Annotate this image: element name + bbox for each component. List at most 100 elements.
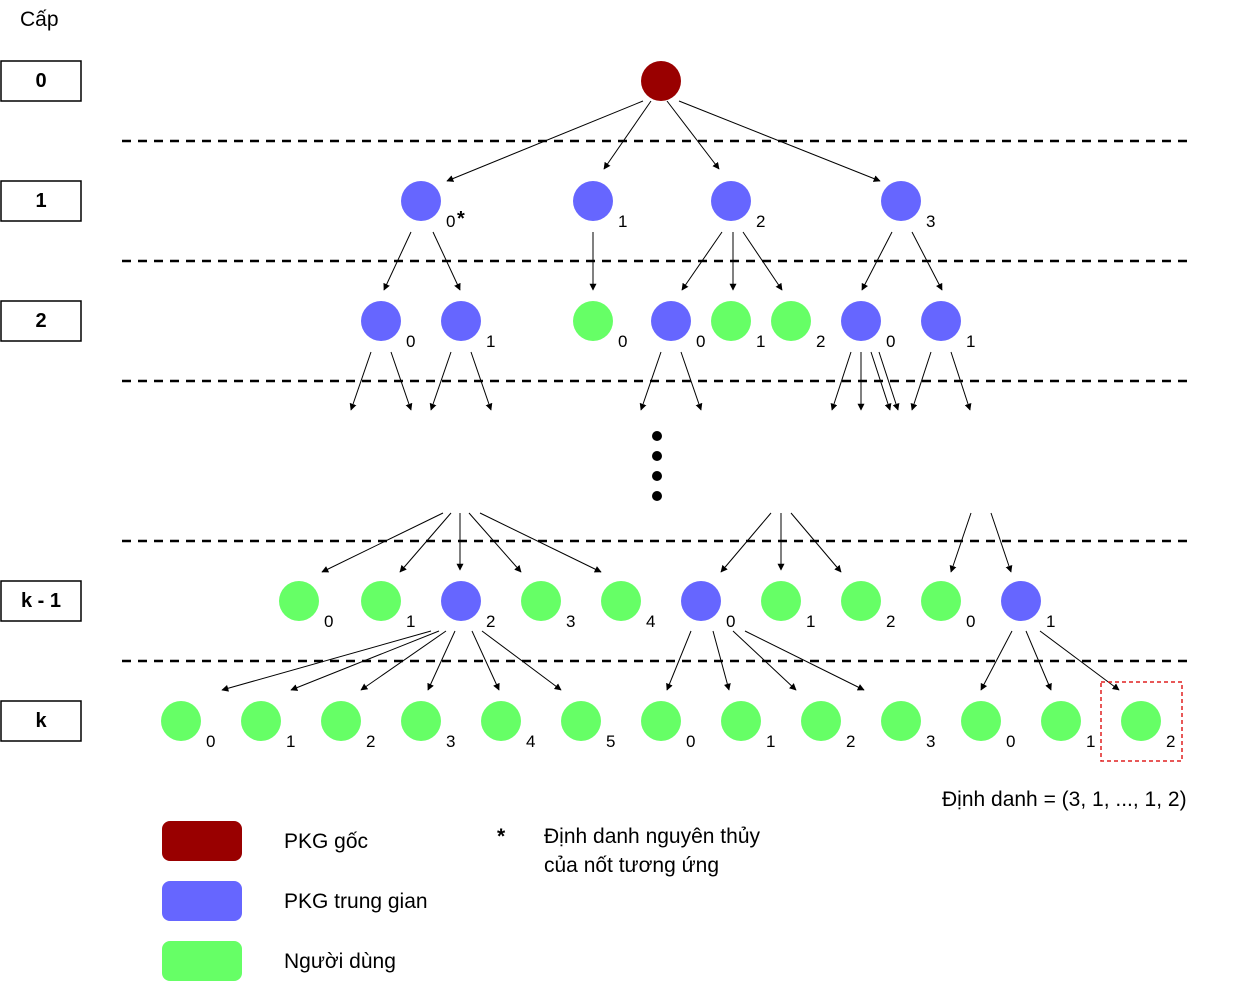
level-k-node bbox=[961, 701, 1001, 741]
level-k-minus-1-node bbox=[681, 581, 721, 621]
edge-arrow bbox=[290, 630, 440, 691]
level-k-minus-1-node bbox=[1001, 581, 1041, 621]
edge-arrow bbox=[911, 231, 943, 291]
legend-root-label: PKG gốc bbox=[284, 830, 368, 853]
level-heading: Cấp bbox=[20, 8, 59, 31]
level2-node-index: 0 bbox=[406, 332, 415, 351]
edge-arrow bbox=[429, 351, 452, 411]
edge-arrow bbox=[990, 512, 1013, 573]
level-k-node bbox=[801, 701, 841, 741]
level1-node-index: 3 bbox=[926, 212, 935, 231]
footnote-mark: * bbox=[497, 825, 506, 848]
identifier-text: Định danh = (3, 1, ..., 1, 2) bbox=[942, 788, 1187, 811]
level2-node-index: 1 bbox=[756, 332, 765, 351]
footnote-line-2: của nốt tương ứng bbox=[544, 854, 719, 877]
level-k-node bbox=[641, 701, 681, 741]
level-label-0: 0 bbox=[0, 60, 82, 102]
edge-arrow bbox=[861, 231, 893, 291]
level1-node bbox=[401, 181, 441, 221]
level-k-minus-1-node-index: 1 bbox=[1046, 612, 1055, 631]
level-k-node-index: 0 bbox=[686, 732, 695, 751]
level-label-2: 2 bbox=[0, 300, 82, 342]
edge-arrow bbox=[980, 630, 1013, 691]
level-k-node bbox=[241, 701, 281, 741]
edge-arrow bbox=[732, 630, 797, 691]
level2-node bbox=[441, 301, 481, 341]
legend-intermediate-swatch bbox=[162, 881, 242, 921]
edge-arrow bbox=[470, 351, 493, 411]
level-k-node bbox=[1041, 701, 1081, 741]
edge-arrow bbox=[479, 512, 602, 573]
level-k-minus-1-node bbox=[361, 581, 401, 621]
highlight-box bbox=[1100, 681, 1183, 762]
edge-arrow bbox=[360, 630, 447, 691]
edge-arrow bbox=[432, 231, 461, 291]
level-k-minus-1-node-index: 2 bbox=[486, 612, 495, 631]
legend-user-label: Người dùng bbox=[284, 950, 396, 973]
edge-arrow bbox=[221, 630, 432, 692]
edge-arrow bbox=[603, 100, 652, 170]
level-k-minus-1-node bbox=[441, 581, 481, 621]
continuation-dots bbox=[652, 431, 662, 501]
edge-arrow bbox=[720, 512, 772, 573]
level-k-node-index: 4 bbox=[526, 732, 535, 751]
level-label-k-minus-1-text: k - 1 bbox=[21, 590, 61, 612]
level-k-minus-1-node-index: 0 bbox=[324, 612, 333, 631]
edge-arrow bbox=[383, 231, 412, 291]
edge-arrow bbox=[446, 100, 644, 182]
level-k-node bbox=[721, 701, 761, 741]
level-k-minus-1-node-index: 0 bbox=[966, 612, 975, 631]
edge-arrow bbox=[1025, 630, 1052, 691]
level1-node bbox=[573, 181, 613, 221]
level2-node bbox=[573, 301, 613, 341]
level-k-minus-1-node bbox=[841, 581, 881, 621]
level-k-minus-1-node-index: 1 bbox=[406, 612, 415, 631]
edge-arrow bbox=[742, 231, 783, 291]
level2-node bbox=[651, 301, 691, 341]
edge-arrow bbox=[870, 351, 892, 411]
legend: PKG gốc PKG trung gian Người dùng bbox=[162, 821, 428, 981]
edge-arrow bbox=[712, 630, 731, 691]
level-k-node-index: 1 bbox=[766, 732, 775, 751]
legend-intermediate-label: PKG trung gian bbox=[284, 890, 428, 913]
level-k-node-index: 3 bbox=[926, 732, 935, 751]
edge-arrow bbox=[399, 512, 452, 573]
edge-arrow bbox=[666, 630, 692, 691]
edge-arrow bbox=[468, 512, 522, 573]
edge-arrow bbox=[910, 351, 932, 411]
edge-arrow bbox=[680, 351, 703, 411]
level-k-node bbox=[321, 701, 361, 741]
level1-node-index: 0 bbox=[446, 212, 455, 231]
level-k-node-index: 2 bbox=[846, 732, 855, 751]
level-k-node-index: 0 bbox=[1006, 732, 1015, 751]
level-k-minus-1-node-index: 1 bbox=[806, 612, 815, 631]
level-k-minus-1-node bbox=[601, 581, 641, 621]
edge-arrow bbox=[321, 512, 444, 573]
edge-arrow bbox=[1039, 630, 1120, 691]
level-k-node-index: 0 bbox=[206, 732, 215, 751]
edge-arrow bbox=[950, 351, 972, 411]
level-k-node bbox=[161, 701, 201, 741]
level-k-minus-1-node bbox=[921, 581, 961, 621]
edge-arrow bbox=[639, 351, 662, 411]
edge-arrow bbox=[349, 351, 372, 411]
edge-arrow bbox=[790, 512, 842, 573]
level2-node-index: 1 bbox=[486, 332, 495, 351]
level-k-minus-1-node-index: 2 bbox=[886, 612, 895, 631]
edge-arrow bbox=[390, 351, 413, 411]
level2-node bbox=[771, 301, 811, 341]
level-k-minus-1-node-index: 4 bbox=[646, 612, 655, 631]
edge-arrow bbox=[681, 231, 723, 291]
level2-node-index: 1 bbox=[966, 332, 975, 351]
level-k-node bbox=[561, 701, 601, 741]
level1-node bbox=[711, 181, 751, 221]
edge-arrow bbox=[678, 100, 881, 182]
level-label-2-text: 2 bbox=[35, 310, 46, 332]
level2-node bbox=[841, 301, 881, 341]
edge-arrow bbox=[744, 630, 865, 691]
level-k-minus-1-node bbox=[521, 581, 561, 621]
level-label-k-text: k bbox=[35, 710, 47, 732]
level-k-node bbox=[881, 701, 921, 741]
level-k-node-index: 1 bbox=[286, 732, 295, 751]
